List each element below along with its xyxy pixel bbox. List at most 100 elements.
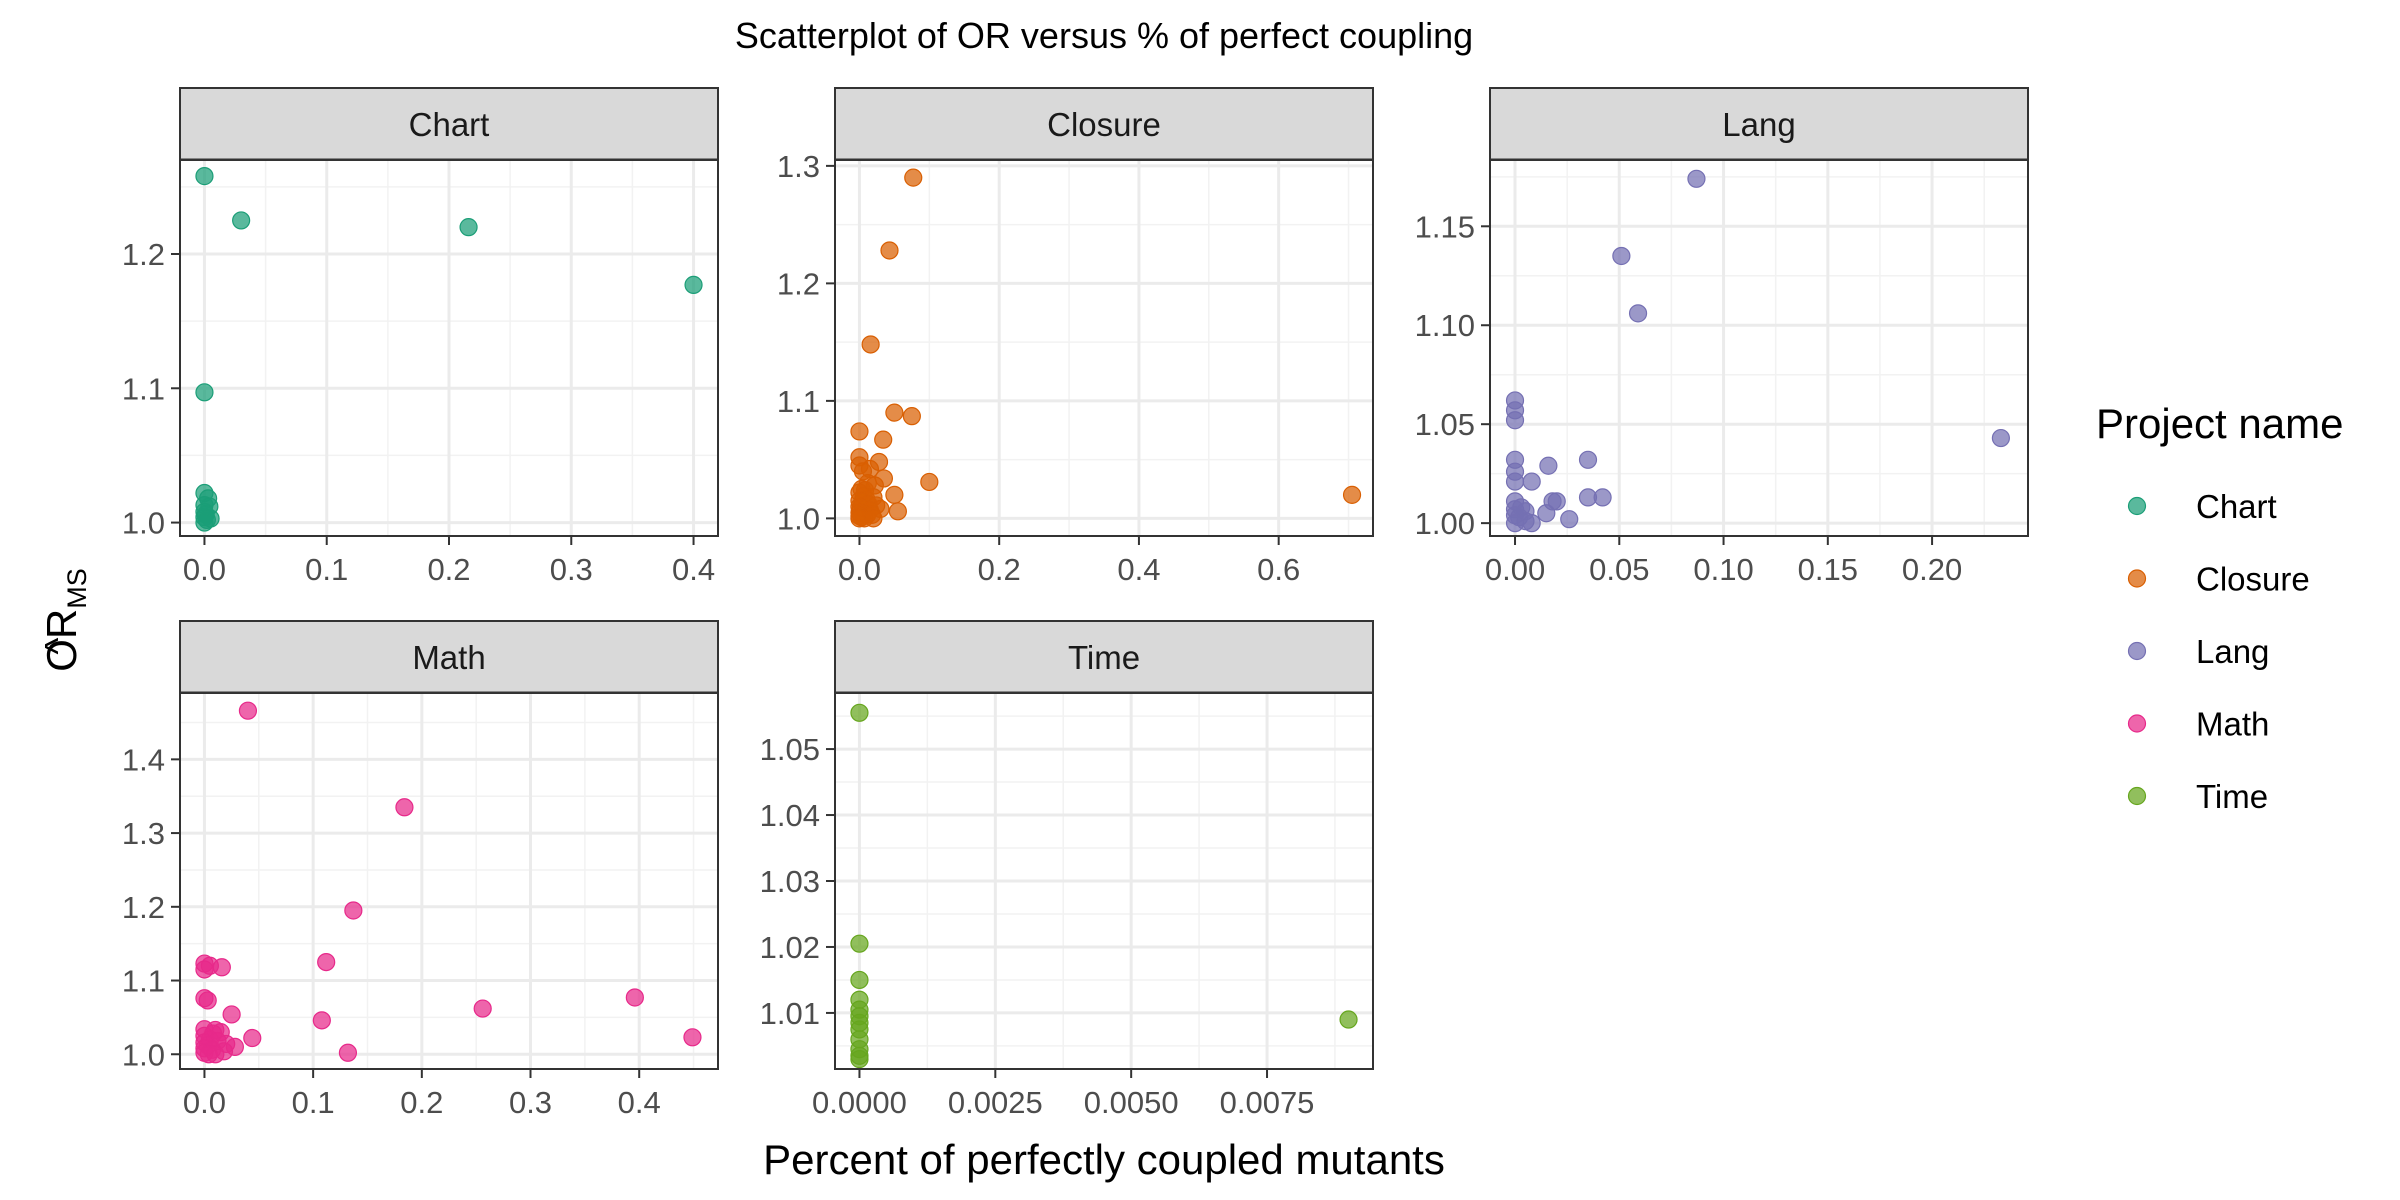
- data-point: [198, 991, 217, 1010]
- x-tick-label: 0.2: [427, 552, 470, 587]
- panel-points: [850, 168, 1362, 528]
- data-point: [874, 430, 893, 449]
- data-point: [312, 1011, 331, 1030]
- data-point: [1560, 510, 1579, 529]
- y-tick-label: 1.03: [760, 864, 820, 899]
- y-tick-label: 1.1: [777, 384, 820, 419]
- data-point: [232, 211, 251, 230]
- svg-text:ORMS: ORMS: [38, 568, 92, 672]
- x-tick-label: 0.00: [1485, 552, 1545, 587]
- legend-label: Math: [2196, 706, 2269, 743]
- data-point: [222, 1005, 241, 1024]
- panel-closure: Closure 0.0 0.2 0.4 0.6 1.0 1.1 1.2 1.3: [777, 87, 1374, 587]
- y-tick-label: 1.2: [122, 890, 165, 925]
- y-axis-label-hat: ^: [37, 637, 78, 654]
- data-point: [195, 960, 214, 979]
- data-point: [684, 275, 703, 294]
- legend-key: [2127, 786, 2147, 806]
- x-tick-label: 0.4: [618, 1085, 661, 1120]
- x-tick-label: 0.4: [672, 552, 715, 587]
- data-point: [338, 1043, 358, 1062]
- panel-strip-label: Time: [1068, 639, 1140, 676]
- data-point: [683, 1028, 702, 1047]
- panel-strip: [834, 87, 1374, 161]
- panel-strip-label: Chart: [409, 106, 490, 143]
- data-point: [317, 952, 336, 972]
- legend-key: [2127, 569, 2147, 588]
- y-tick-label: 1.0: [777, 501, 820, 536]
- y-tick-label: 1.3: [777, 149, 820, 184]
- panel-strip: [179, 620, 719, 694]
- x-tick-label: 0.10: [1693, 552, 1753, 587]
- data-point: [885, 485, 904, 504]
- data-point: [195, 167, 214, 186]
- data-point: [206, 1045, 225, 1064]
- panel-border: [1489, 159, 2029, 537]
- y-tick-label: 1.3: [122, 816, 165, 851]
- y-tick-label: 1.04: [760, 798, 820, 833]
- panel-axes: 0.0 0.1 0.2 0.3 0.4 1.0 1.1 1.2 1.3 1.4: [122, 742, 661, 1120]
- panel-strip: [1489, 87, 2029, 161]
- y-tick-label: 1.10: [1415, 308, 1475, 343]
- legend-label: Chart: [2196, 488, 2277, 525]
- x-tick-label: 0.2: [978, 552, 1021, 587]
- y-tick-label: 1.2: [777, 266, 820, 301]
- data-point: [850, 703, 869, 722]
- y-tick-label: 1.05: [1415, 407, 1475, 442]
- data-point: [238, 701, 258, 720]
- data-point: [880, 241, 899, 260]
- legend-key: [2127, 496, 2147, 516]
- x-tick-label: 0.0025: [948, 1085, 1043, 1120]
- legend-entry-math: Math: [2127, 706, 2269, 743]
- y-tick-label: 1.0: [122, 506, 165, 541]
- legend: Project name Chart Closure Lang Math Time: [2096, 400, 2343, 815]
- data-point: [1505, 472, 1525, 491]
- data-point: [243, 1028, 262, 1048]
- data-point: [850, 1050, 869, 1069]
- data-point: [459, 218, 478, 237]
- data-point: [885, 403, 904, 422]
- y-axis-label-subscript: MS: [62, 568, 92, 609]
- legend-entry-lang: Lang: [2127, 633, 2269, 670]
- panel-background: [835, 160, 1373, 536]
- panel-grid: [835, 160, 1373, 536]
- data-point: [625, 988, 644, 1007]
- panel-strip: [834, 620, 1374, 694]
- legend-key: [2127, 714, 2147, 733]
- x-tick-label: 0.4: [1117, 552, 1160, 587]
- data-point: [1687, 169, 1706, 188]
- panel-points: [195, 701, 702, 1064]
- legend-entries: Chart Closure Lang Math Time: [2127, 488, 2310, 815]
- y-tick-label: 1.01: [760, 996, 820, 1031]
- data-point: [1505, 514, 1525, 533]
- panel-axes: 0.0000 0.0025 0.0050 0.0075 1.01 1.02 1.03 1.04…: [760, 732, 1315, 1120]
- x-tick-label: 0.20: [1902, 552, 1962, 587]
- data-point: [888, 502, 907, 521]
- data-point: [1539, 456, 1558, 475]
- panel-border: [834, 159, 1374, 537]
- y-tick-label: 1.1: [122, 371, 165, 406]
- data-point: [920, 472, 939, 492]
- legend-entry-chart: Chart: [2127, 488, 2277, 525]
- data-point: [1522, 472, 1541, 491]
- data-point: [395, 798, 414, 817]
- y-tick-label: 1.05: [760, 732, 820, 767]
- data-point: [195, 383, 214, 402]
- x-tick-label: 0.2: [400, 1085, 443, 1120]
- y-tick-label: 1.0: [122, 1037, 165, 1072]
- x-tick-label: 0.15: [1798, 552, 1858, 587]
- x-tick-label: 0.0: [838, 552, 881, 587]
- panel-points: [1505, 169, 2010, 533]
- panel-strip-label: Lang: [1722, 106, 1795, 143]
- data-point: [850, 934, 869, 953]
- data-point: [904, 168, 923, 187]
- data-point: [902, 407, 921, 426]
- y-tick-label: 1.02: [760, 930, 820, 965]
- data-point: [850, 422, 869, 441]
- legend-entry-closure: Closure: [2127, 561, 2310, 598]
- x-tick-label: 0.3: [550, 552, 593, 587]
- x-tick-label: 0.05: [1589, 552, 1649, 587]
- x-tick-label: 0.0050: [1084, 1085, 1179, 1120]
- data-point: [861, 335, 880, 354]
